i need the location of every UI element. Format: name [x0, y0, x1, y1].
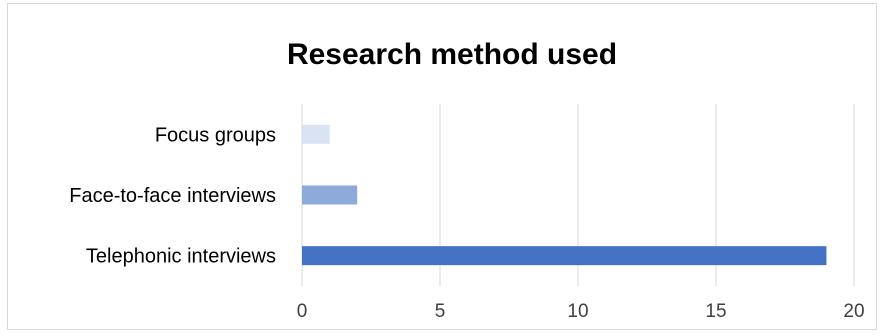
- x-tick-label: 5: [435, 301, 446, 322]
- category-label: Telephonic interviews: [86, 246, 276, 268]
- bar-face-to-face-interviews: [302, 185, 358, 205]
- x-tick-label: 10: [567, 301, 588, 322]
- x-tick-label: 15: [705, 301, 726, 322]
- category-labels: Focus groups Face-to-face interviews Telep…: [69, 124, 276, 267]
- category-label: Face-to-face interviews: [69, 185, 276, 207]
- category-label: Focus groups: [155, 124, 276, 146]
- x-tick-labels: 0 5 10 15 20: [297, 301, 865, 322]
- x-tick-label: 20: [843, 301, 864, 322]
- chart-frame: [7, 3, 877, 330]
- bars: [302, 124, 827, 266]
- bar-focus-groups: [302, 124, 330, 144]
- chart-title: Research method used: [287, 38, 617, 71]
- bar-telephonic-interviews: [302, 246, 827, 266]
- x-tick-label: 0: [297, 301, 308, 322]
